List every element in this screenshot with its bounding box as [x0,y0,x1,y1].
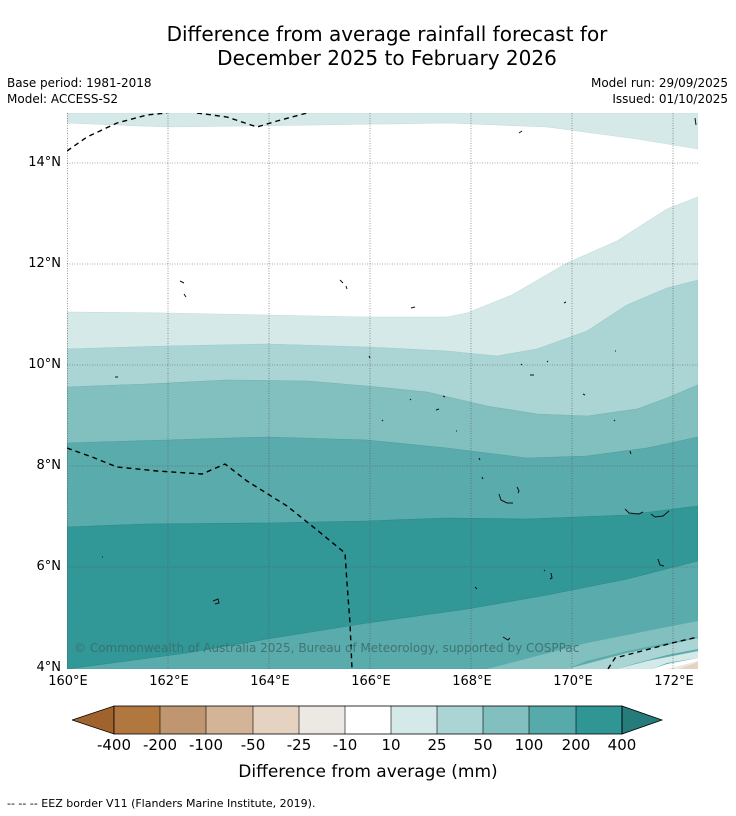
colorbar-tick: -25 [286,736,312,754]
lon-label-172e: 172°E [654,674,694,689]
copyright-notice: © Commonwealth of Australia 2025, Bureau… [74,641,580,655]
band-200-400 [67,505,698,669]
colorbar-swatch [576,706,622,734]
colorbar-outline [113,705,623,735]
colorbar-swatch [206,706,253,734]
eez-border [67,113,698,669]
colorbar-tick: -100 [188,736,224,754]
lat-label-4n: 4°N [36,660,62,675]
lat-label-12n: 12°N [28,256,61,271]
band-lower-white [652,658,698,669]
map-title: Difference from average rainfall forecas… [0,22,736,70]
band-neg-25-50 [679,662,698,669]
lat-label-6n: 6°N [36,559,62,574]
colorbar-tick: 50 [473,736,493,754]
base-period: Base period: 1981-2018 [7,76,152,90]
lon-label-162e: 162°E [149,674,189,689]
band-lower-50-100 [487,621,698,669]
title-line-1: Difference from average rainfall forecas… [166,22,608,46]
model-name: Model: ACCESS-S2 [7,92,119,106]
colorbar-tick: -400 [96,736,132,754]
colorbar-tick: 10 [381,736,401,754]
colorbar-arrow-low [72,705,115,735]
lon-label-164e: 164°E [250,674,290,689]
lat-label-14n: 14°N [28,155,61,170]
band-top-10-25 [67,113,698,150]
colorbar-tick: -10 [332,736,358,754]
colorbar-tick: 100 [514,736,544,754]
colorbar-swatch [114,706,160,734]
lat-label-10n: 10°N [28,357,61,372]
lon-label-170e: 170°E [553,674,593,689]
colorbar-dividers [159,706,577,734]
colorbar-swatch [391,706,437,734]
lon-label-166e: 166°E [351,674,391,689]
colorbar-tick: 200 [561,736,591,754]
meta-left: Base period: 1981-2018 Model: ACCESS-S2 [7,75,152,107]
colorbar-tick: -200 [142,736,178,754]
colorbar-swatch [299,706,345,734]
meta-right: Model run: 29/09/2025 Issued: 01/10/2025 [591,75,728,107]
colorbar-tick: -50 [240,736,266,754]
colorbar-swatch [345,706,391,734]
colorbar-swatch [437,706,483,734]
graticule [67,113,698,669]
colorbar [72,705,664,735]
band-lower-10-25 [617,651,698,669]
colorbar-swatch [483,706,529,734]
lat-label-8n: 8°N [36,458,62,473]
colorbar-swatch [253,706,299,734]
rainfall-map[interactable] [67,113,698,669]
colorbar-tick: 400 [607,736,637,754]
title-line-2: December 2025 to February 2026 [217,46,557,70]
colorbar-swatch [160,706,206,734]
colorbar-swatch [529,706,576,734]
eez-legend: -- -- -- EEZ border V11 (Flanders Marine… [7,797,316,810]
islands [102,117,697,641]
lon-label-168e: 168°E [452,674,492,689]
colorbar-arrow-high [621,705,664,735]
colorbar-title: Difference from average (mm) [238,762,498,782]
lon-label-160e: 160°E [48,674,88,689]
colorbar-tick: 25 [427,736,447,754]
model-run: Model run: 29/09/2025 [590,76,728,90]
issued-date: Issued: 01/10/2025 [612,92,728,106]
